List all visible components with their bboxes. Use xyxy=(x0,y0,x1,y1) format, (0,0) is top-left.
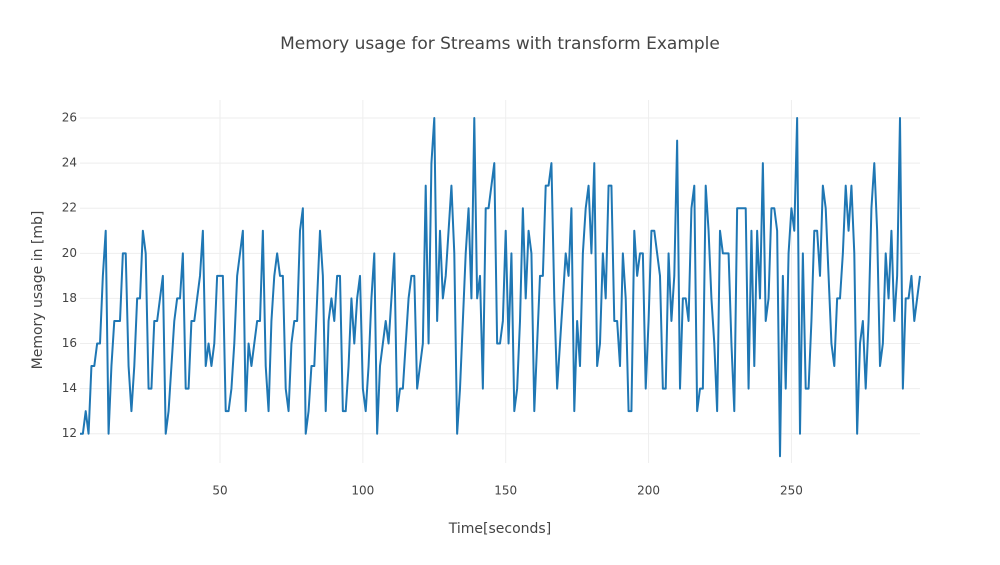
y-tick-label: 22 xyxy=(62,201,77,215)
chart-title: Memory usage for Streams with transform … xyxy=(280,34,720,54)
y-tick-label: 20 xyxy=(62,246,77,260)
y-tick-label: 16 xyxy=(62,336,77,350)
x-axis-label: Time[seconds] xyxy=(448,521,551,537)
y-axis-label: Memory usage in [mb] xyxy=(30,211,46,370)
y-tick-label: 18 xyxy=(62,291,77,305)
x-tick-label: 50 xyxy=(212,484,227,498)
y-tick-label: 26 xyxy=(62,111,77,125)
x-tick-label: 150 xyxy=(494,484,517,498)
x-tick-label: 200 xyxy=(637,484,660,498)
x-tick-label: 100 xyxy=(351,484,374,498)
x-tick-label: 250 xyxy=(780,484,803,498)
y-tick-label: 14 xyxy=(62,381,77,395)
line-series xyxy=(80,117,921,458)
y-tick-label: 24 xyxy=(62,156,77,170)
y-tick-label: 12 xyxy=(62,426,77,440)
